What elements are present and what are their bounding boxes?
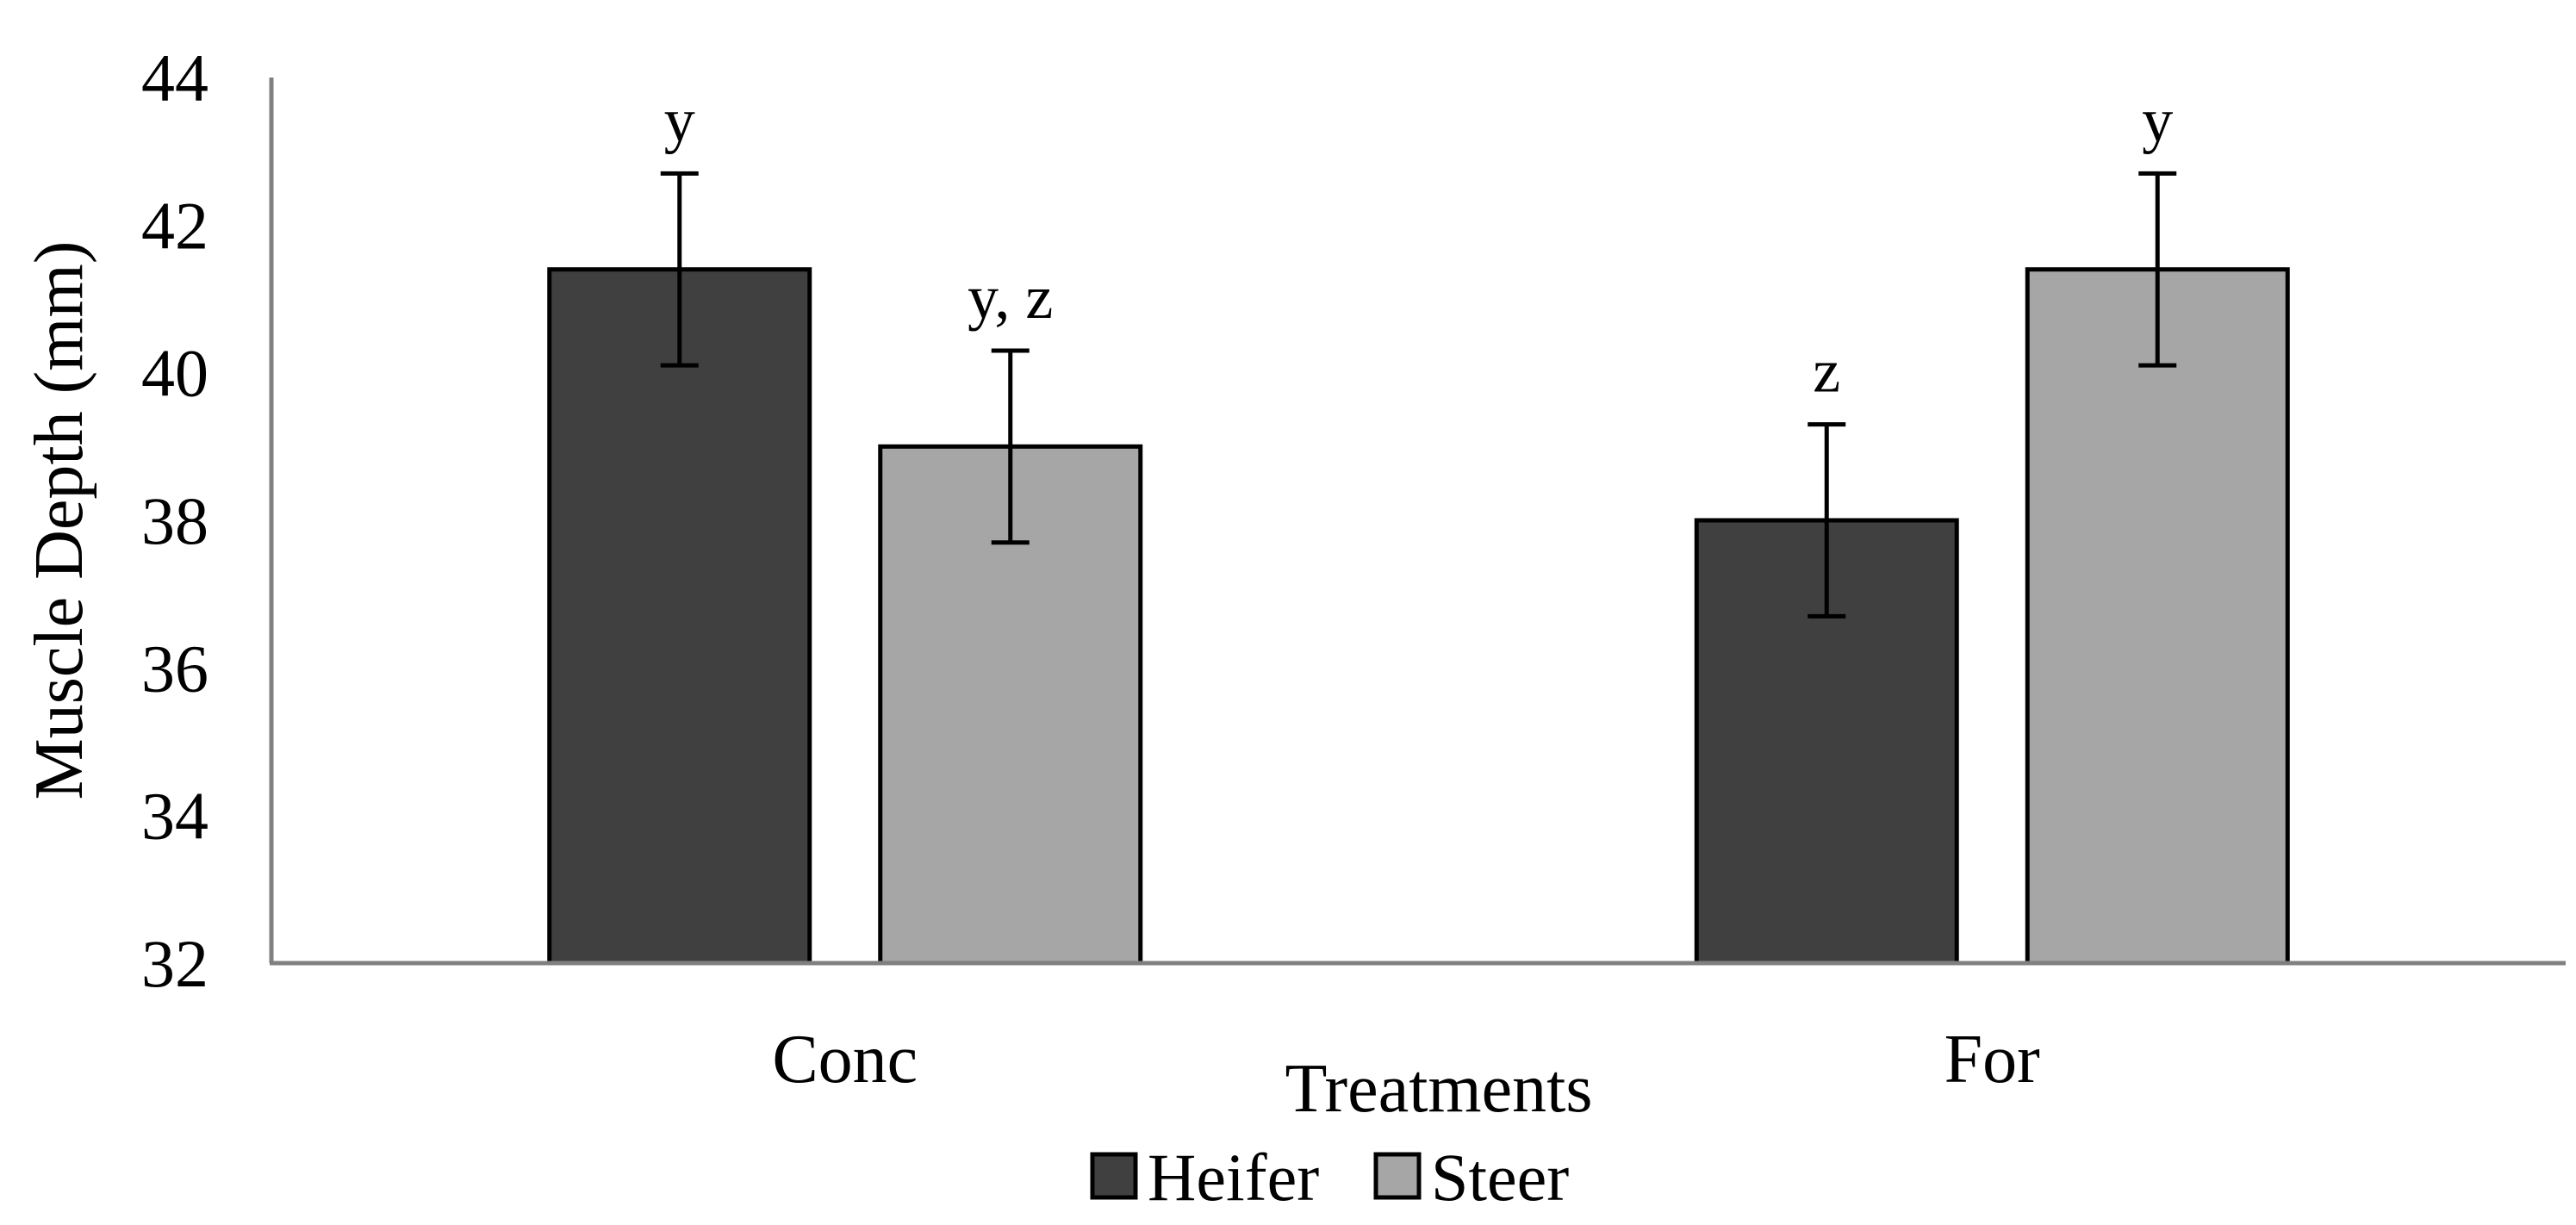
y-tick-label: 44 xyxy=(141,40,208,115)
x-axis-title: Treatments xyxy=(1285,1051,1592,1127)
y-tick-label: 36 xyxy=(141,631,208,706)
bar-steer-for xyxy=(2025,267,2290,966)
legend-item-steer: Steer xyxy=(1373,1140,1569,1215)
legend-swatch-steer xyxy=(1373,1152,1422,1200)
x-tick-label: Conc xyxy=(772,1022,918,1098)
legend-item-heifer: Heifer xyxy=(1090,1140,1319,1215)
significance-label: y xyxy=(664,85,695,154)
bar-heifer-conc xyxy=(547,267,812,966)
y-tick-label: 32 xyxy=(141,926,208,1001)
error-bar-steer-for xyxy=(2138,171,2177,368)
legend: Heifer Steer xyxy=(1090,1140,1569,1215)
significance-labels: y z y, z y xyxy=(664,85,2174,405)
error-bar-steer-conc xyxy=(991,348,1030,545)
y-axis-ticks: 32 34 36 38 40 42 44 xyxy=(141,40,208,1001)
y-tick-label: 34 xyxy=(141,779,208,854)
significance-label: y, z xyxy=(968,263,1053,332)
legend-label: Steer xyxy=(1431,1140,1569,1215)
error-bar-heifer-conc xyxy=(660,171,699,368)
y-axis-title: Muscle Depth (mm) xyxy=(22,241,97,800)
y-tick-label: 42 xyxy=(141,188,208,263)
x-tick-label: For xyxy=(1944,1022,2040,1098)
x-axis-category-labels: Conc For xyxy=(772,1022,2040,1098)
error-bar-heifer-for xyxy=(1808,422,1846,619)
significance-label: z xyxy=(1813,337,1840,406)
legend-swatch-heifer xyxy=(1090,1152,1138,1200)
error-bars xyxy=(660,171,2177,619)
legend-label: Heifer xyxy=(1148,1140,1319,1215)
y-tick-label: 40 xyxy=(141,336,208,411)
y-tick-label: 38 xyxy=(141,483,208,558)
significance-label: y xyxy=(2142,85,2173,154)
bars xyxy=(547,267,2290,966)
